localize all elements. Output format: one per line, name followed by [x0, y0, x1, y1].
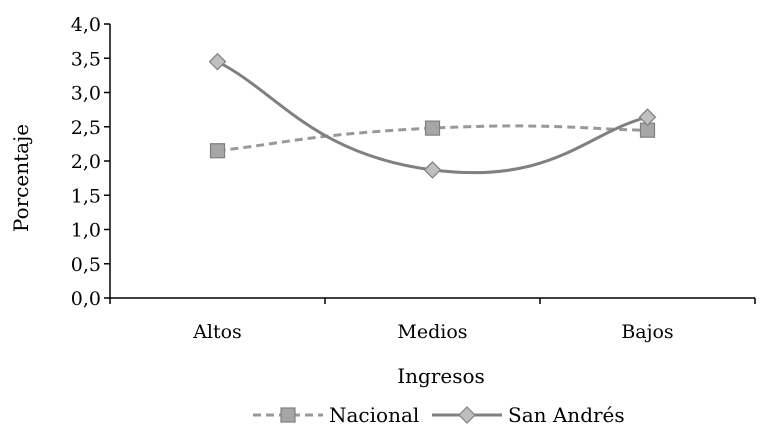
legend-label: San Andrés [508, 403, 625, 427]
series-nacional [209, 120, 656, 159]
x-axis-title: Ingresos [397, 364, 485, 388]
legend-marker [280, 407, 296, 423]
x-tick-label: Altos [192, 321, 242, 343]
y-axis-title: Porcentaje [9, 124, 33, 232]
data-point [209, 143, 226, 159]
series-layer [208, 52, 657, 179]
data-point [424, 120, 441, 136]
series-line [216, 60, 648, 175]
data-point [208, 52, 227, 71]
y-tick-label: 2,0 [71, 151, 101, 173]
series-line [217, 124, 648, 153]
y-tick-label: 4,0 [71, 14, 101, 36]
x-ticks: Altos Medios Bajos [109, 298, 756, 343]
y-tick-label: 3,0 [71, 83, 101, 105]
axes: 0,0 0,5 1,0 1,5 2,0 2,5 3,0 3,5 4,0 Altos Medios B… [71, 14, 756, 343]
data-point [423, 161, 442, 179]
x-tick-label: Medios [397, 321, 467, 343]
legend-label: Nacional [329, 403, 419, 427]
y-tick-label: 1,0 [71, 220, 101, 242]
y-tick-label: 0,0 [71, 288, 101, 310]
y-tick-label: 1,5 [71, 185, 101, 207]
legend: Nacional San Andrés [253, 403, 625, 427]
y-ticks: 0,0 0,5 1,0 1,5 2,0 2,5 3,0 3,5 4,0 [71, 14, 110, 310]
y-tick-label: 2,5 [71, 117, 101, 139]
y-tick-label: 0,5 [71, 254, 101, 276]
legend-item-san-andres: San Andrés [432, 403, 625, 427]
y-tick-label: 3,5 [71, 48, 101, 70]
legend-marker [458, 406, 476, 424]
legend-item-nacional: Nacional [253, 403, 419, 427]
x-tick-label: Bajos [621, 321, 673, 343]
series-san-andres [208, 52, 657, 179]
data-point [638, 108, 657, 127]
